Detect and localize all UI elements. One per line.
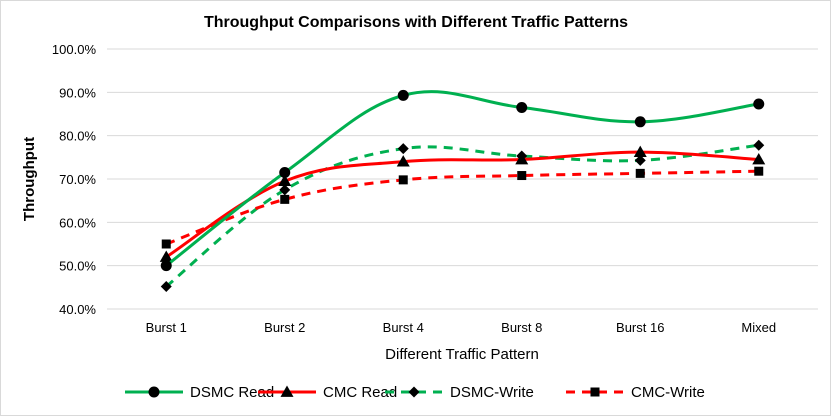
series-dsmc-write (160, 139, 765, 292)
data-point-diamond (397, 143, 409, 155)
x-axis-ticks: Burst 1 Burst 2 Burst 4 Burst 8 Burst 16 Mixe… (146, 320, 776, 335)
data-point-diamond (753, 139, 765, 151)
data-point-triangle (278, 174, 292, 187)
legend-label: CMC Read (323, 384, 397, 401)
data-point-circle (516, 102, 528, 113)
y-axis-ticks: 40.0% 50.0% 60.0% 70.0% 80.0% 90.0% 100.0% (52, 42, 97, 317)
data-point-circle (160, 260, 172, 272)
chart-title: Throughput Comparisons with Different Tr… (204, 14, 628, 31)
legend-label: CMC-Write (631, 384, 705, 401)
data-point-circle (397, 89, 409, 101)
legend-item: DSMC Read (125, 384, 274, 401)
data-point-circle (279, 167, 291, 178)
series-cmc-read (159, 145, 766, 262)
legend-item: CMC-Write (566, 384, 705, 401)
y-tick-label: 50.0% (59, 259, 96, 274)
series-line (165, 169, 759, 246)
x-tick-label: Burst 1 (146, 320, 187, 335)
data-point-triangle (752, 153, 766, 165)
series-group (159, 89, 766, 292)
data-point-diamond (160, 280, 172, 292)
x-axis-title: Different Traffic Pattern (385, 346, 539, 363)
data-point-diamond (279, 184, 291, 196)
x-tick-label: Burst 8 (501, 320, 542, 335)
data-point-triangle (159, 250, 173, 262)
legend: DSMC Read CMC Read DSMC-Write CMC-Write (125, 384, 705, 401)
series-line (165, 150, 759, 259)
x-tick-label: Burst 2 (264, 320, 305, 335)
y-tick-label: 80.0% (59, 129, 96, 144)
x-tick-label: Burst 4 (383, 320, 424, 335)
series-cmc-write (161, 166, 764, 249)
series-dsmc-read (160, 89, 765, 272)
legend-label: DSMC-Write (450, 384, 534, 401)
legend-marker-triangle (280, 385, 294, 397)
data-point-diamond (634, 154, 646, 166)
legend-label: DSMC Read (190, 384, 274, 401)
data-point-circle (634, 116, 646, 128)
legend-item: DSMC-Write (385, 384, 534, 401)
y-tick-label: 100.0% (52, 42, 97, 57)
data-point-triangle (515, 153, 529, 165)
data-point-triangle (633, 145, 647, 158)
y-tick-label: 40.0% (59, 302, 96, 317)
data-point-square (517, 171, 527, 181)
legend-marker-diamond (408, 386, 420, 398)
data-point-circle (753, 98, 765, 110)
data-point-square (398, 175, 408, 185)
y-tick-label: 70.0% (59, 172, 96, 187)
data-point-square (635, 168, 645, 178)
y-tick-label: 60.0% (59, 215, 96, 230)
x-tick-label: Mixed (741, 320, 776, 335)
data-point-square (161, 239, 171, 249)
data-point-square (754, 166, 764, 176)
gridlines (107, 48, 818, 267)
legend-item: CMC Read (258, 384, 397, 401)
legend-marker-square (590, 387, 600, 397)
data-point-square (280, 194, 290, 204)
x-tick-label: Burst 16 (616, 320, 664, 335)
legend-marker-circle (148, 386, 160, 398)
y-tick-label: 90.0% (59, 85, 96, 100)
data-point-triangle (396, 155, 410, 167)
y-axis-title: Throughput (21, 137, 38, 221)
